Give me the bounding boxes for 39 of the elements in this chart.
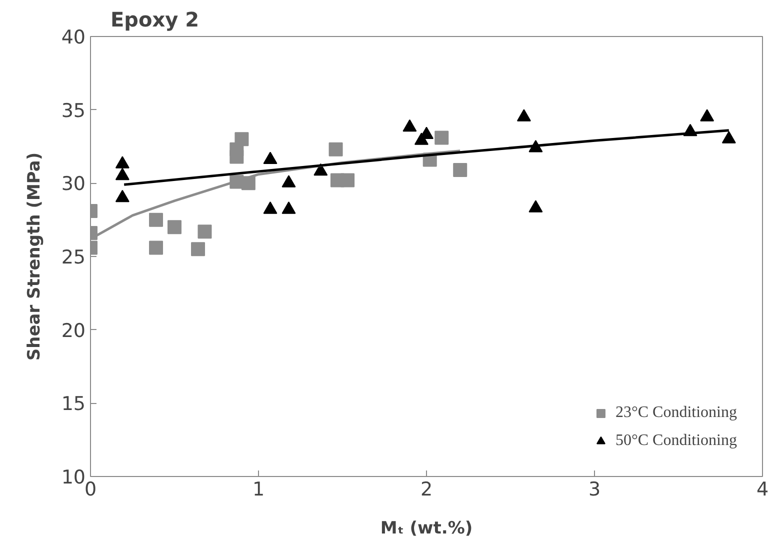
- point: [230, 142, 244, 156]
- point: [414, 132, 428, 145]
- point: [198, 224, 212, 239]
- chart-title: Epoxy 2: [110, 8, 200, 32]
- x-tick-label: 3: [588, 478, 601, 500]
- y-tick-label: 20: [61, 320, 86, 342]
- y-tick-label: 35: [61, 100, 86, 122]
- point: [282, 175, 296, 188]
- x-tick-label: 4: [756, 478, 769, 500]
- legend-label: 50°C Conditioning: [615, 432, 737, 450]
- y-axis-title: Shear Strength (MPa): [24, 152, 44, 361]
- point: [191, 242, 206, 256]
- point: [149, 240, 164, 255]
- point: [528, 200, 543, 212]
- point: [115, 156, 130, 168]
- point: [722, 131, 736, 144]
- y-tick-label: 15: [61, 393, 86, 416]
- point: [282, 202, 296, 214]
- y-tick-label: 25: [61, 246, 86, 268]
- y-tick-label: 30: [61, 173, 86, 196]
- point: [168, 220, 182, 234]
- point: [516, 109, 531, 122]
- point: [340, 173, 355, 188]
- point: [453, 162, 468, 177]
- point: [328, 142, 343, 156]
- y-tick-label: 10: [61, 466, 86, 488]
- point: [263, 202, 278, 214]
- point: [115, 168, 130, 180]
- point: [402, 119, 417, 132]
- x-tick-label: 2: [420, 478, 433, 500]
- point: [149, 212, 164, 227]
- point: [115, 190, 130, 202]
- x-axis-title: Mₜ (wt.%): [380, 518, 473, 538]
- x-tick-label: 1: [252, 478, 265, 500]
- point: [263, 152, 278, 164]
- x-tick-label: 0: [84, 478, 97, 500]
- legend-label: 23°C Conditioning: [615, 404, 737, 422]
- point: [700, 109, 714, 122]
- y-tick-label: 40: [61, 26, 86, 48]
